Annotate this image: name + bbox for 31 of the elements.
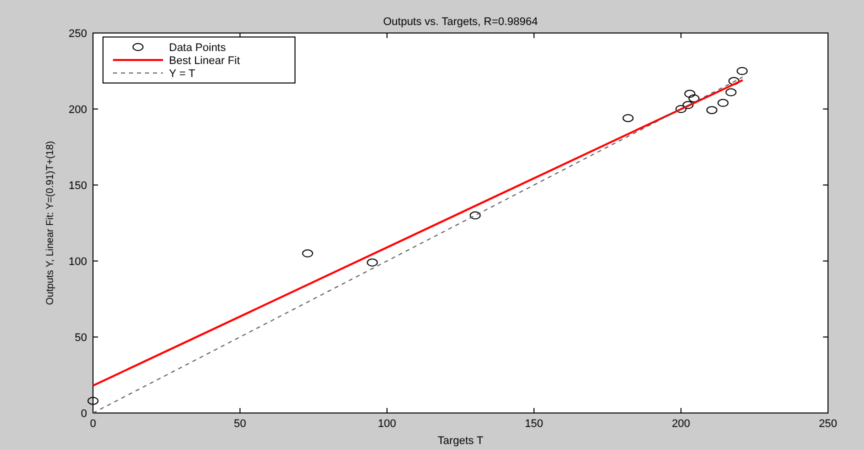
y-tick-label: 250 bbox=[68, 28, 87, 40]
point bbox=[470, 211, 481, 220]
point bbox=[706, 106, 718, 114]
x-axis-title: Targets T bbox=[438, 435, 484, 447]
x-tick-label: 200 bbox=[672, 418, 690, 430]
point bbox=[88, 396, 98, 405]
point bbox=[302, 249, 314, 258]
x-tick-label: 100 bbox=[378, 418, 396, 430]
point bbox=[622, 114, 634, 122]
legend-label: Data Points bbox=[169, 42, 226, 54]
point bbox=[676, 105, 686, 113]
chart-title: Outputs vs. Targets, R=0.98964 bbox=[383, 16, 538, 28]
point bbox=[728, 77, 740, 86]
x-tick-label: 150 bbox=[524, 418, 544, 430]
y-axis-title: Outputs Y, Linear Fit: Y=(0.91)T+(18) bbox=[45, 141, 56, 305]
x-tick-label: 250 bbox=[818, 418, 838, 430]
legend-label: Best Linear Fit bbox=[169, 55, 240, 67]
point bbox=[366, 258, 378, 267]
x-tick-label: 0 bbox=[90, 418, 96, 430]
legend-label: Y = T bbox=[169, 68, 196, 80]
point bbox=[682, 101, 694, 110]
y-tick-label: 50 bbox=[74, 332, 87, 344]
point bbox=[725, 88, 736, 96]
y-tick-label: 200 bbox=[68, 104, 87, 116]
y-tick-label: 150 bbox=[68, 180, 87, 192]
y-tick-label: 0 bbox=[80, 408, 87, 420]
point bbox=[718, 98, 729, 107]
point bbox=[688, 94, 700, 102]
point bbox=[684, 90, 696, 98]
x-tick-label: 50 bbox=[234, 418, 246, 430]
y-tick-label: 100 bbox=[68, 256, 87, 268]
